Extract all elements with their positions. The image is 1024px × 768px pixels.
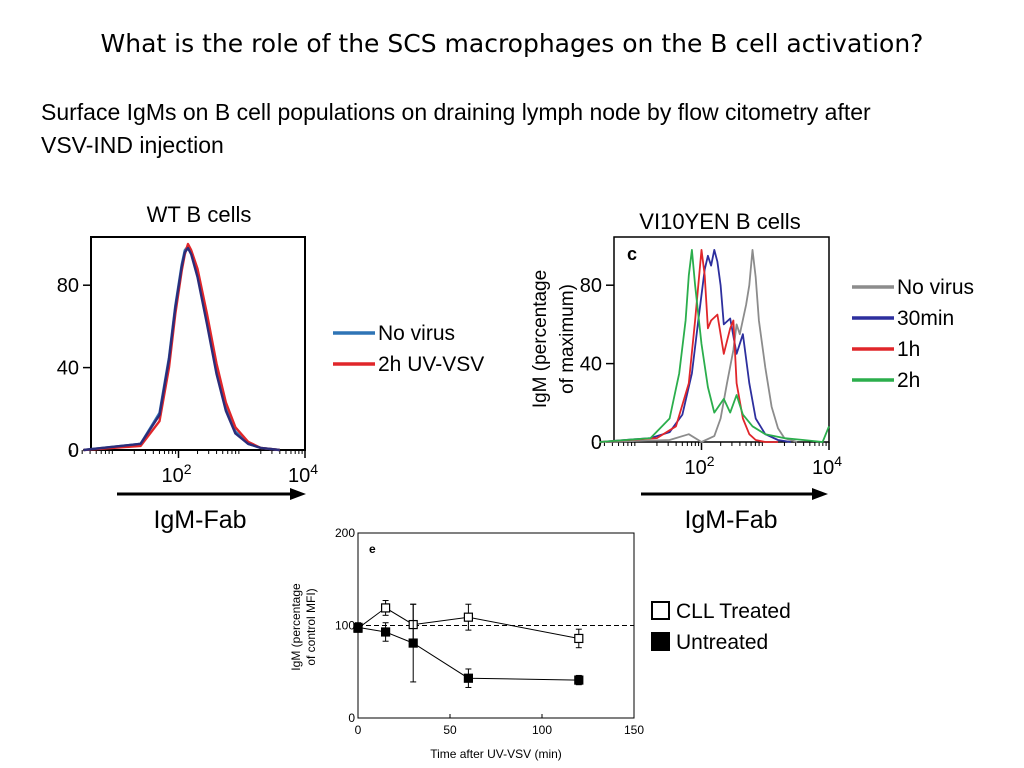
x-axis-label: IgM-Fab [153, 506, 246, 534]
y-tick-label: 40 [57, 358, 79, 380]
slide-title: What is the role of the SCS macrophages … [100, 29, 924, 58]
y-tick-label: 80 [57, 275, 79, 297]
axis-arrowhead [290, 488, 306, 500]
x-tick-label: 102 [161, 461, 191, 487]
chart-title: WT B cells [147, 202, 252, 227]
slide-subtitle: Surface IgMs on B cell populations on dr… [41, 99, 871, 158]
series-line-2h-uv-vsv [83, 242, 280, 452]
legend-label: No virus [378, 322, 455, 345]
series-line-unlabeled [83, 246, 280, 452]
y-tick-label: 0 [68, 440, 79, 462]
legend-label: 2h UV-VSV [378, 353, 484, 376]
x-tick-label: 104 [288, 461, 318, 487]
